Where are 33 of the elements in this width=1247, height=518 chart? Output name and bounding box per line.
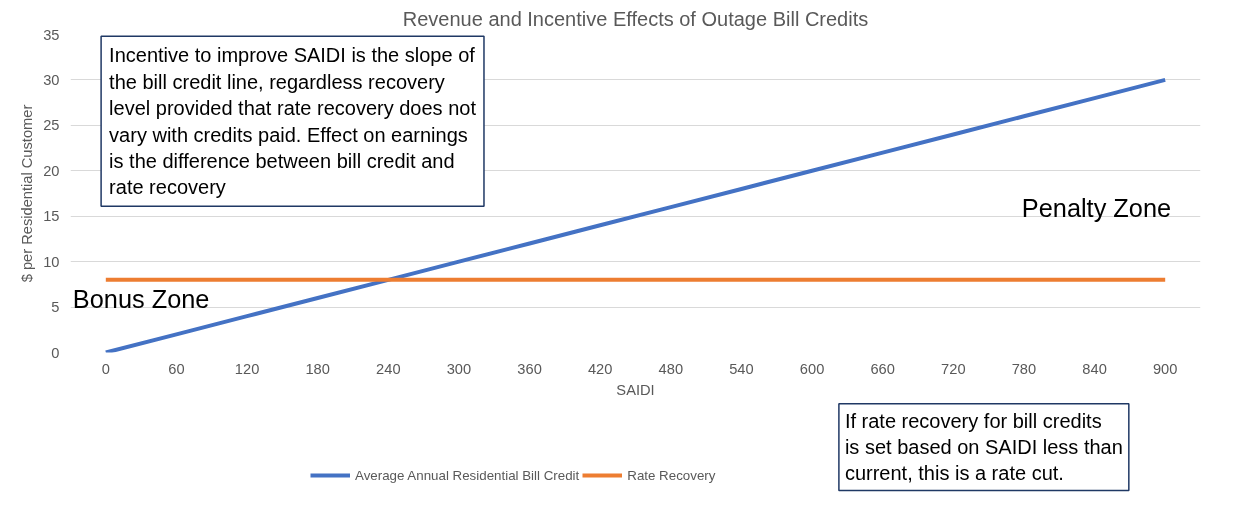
y-tick-label: 30 [43,71,60,88]
y-tick-label: 15 [43,208,60,225]
chart-title: Revenue and Incentive Effects of Outage Bill Credits [402,7,869,30]
legend-label: Average Annual Residential Bill Credit [355,467,580,483]
x-tick-label: 540 [729,360,754,377]
y-tick-label: 10 [43,253,60,270]
x-tick-label: 240 [376,360,401,377]
x-tick-label: 0 [101,360,110,377]
x-tick-label: 840 [1082,360,1107,377]
x-tick-label: 780 [1011,360,1037,377]
x-tick-label: 60 [168,360,185,377]
y-tick-label: 25 [43,117,60,134]
x-tick-label: 900 [1152,360,1178,377]
x-tick-label: 120 [234,360,260,377]
y-tick-label: 5 [51,299,60,316]
x-tick-label: 360 [517,360,542,377]
x-tick-label: 660 [870,360,895,377]
x-tick-label: 180 [305,360,330,377]
x-tick-label: 300 [446,360,472,377]
x-tick-label: 600 [799,360,825,377]
y-axis-title: $ per Residential Customer [19,104,36,283]
legend-label: Rate Recovery [627,467,716,483]
x-tick-label: 720 [941,360,966,377]
text: If rate recovery for bill credits is set based on SAIDI less than current, this is a rate cut. [844,409,1123,485]
annotation: Bonus Zone [72,285,210,314]
annotation: Incentive to improve SAIDI is the slope of the bill credit line, regardless recovery level provided that rate recovery does not vary with credits paid. Effect on earnings is the difference between bill credit and rate recovery [109,44,477,199]
y-tick-label: 0 [51,344,60,361]
x-tick-label: 420 [587,360,613,377]
annotation: Penalty Zone [1021,193,1172,222]
x-axis-title: SAIDI [616,381,655,398]
y-tick-label: 20 [43,162,60,179]
y-tick-label: 35 [43,26,60,43]
x-tick-label: 480 [658,360,684,377]
